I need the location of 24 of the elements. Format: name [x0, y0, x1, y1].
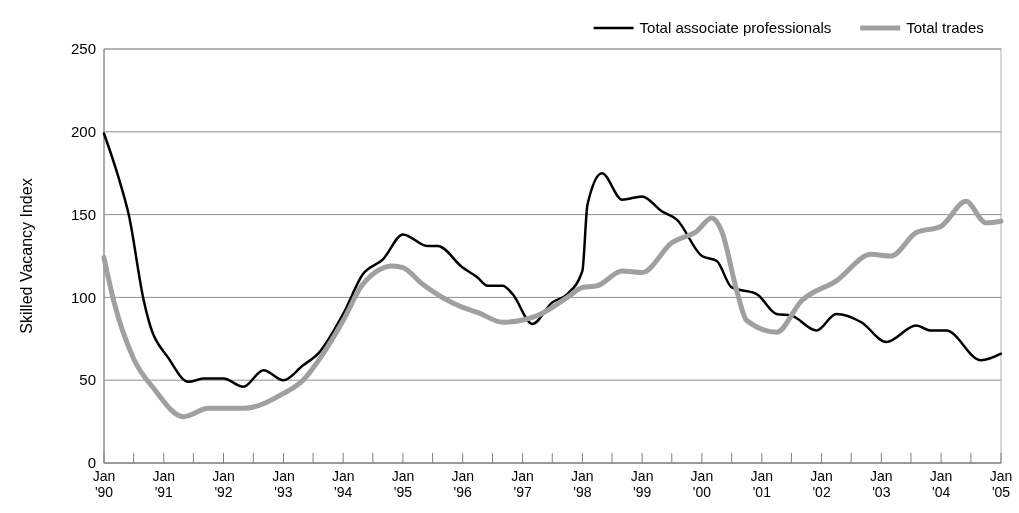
y-tick-label: 50 — [79, 371, 96, 389]
x-tick-label: Jan '97 — [511, 468, 534, 500]
x-tick-label: Jan '98 — [571, 468, 594, 500]
x-tick-label: Jan '91 — [152, 468, 176, 500]
x-tick-label: Jan '96 — [451, 468, 474, 500]
y-axis-title: Skilled Vacancy Index — [18, 178, 35, 334]
x-tick-label: Jan '05 — [989, 468, 1013, 500]
legend-label: Total trades — [906, 19, 984, 37]
line-series — [102, 132, 1003, 389]
legend-label: Total associate professionals — [639, 19, 832, 37]
x-tick-label: Jan '04 — [929, 468, 953, 500]
y-tick-label: 250 — [70, 40, 96, 58]
x-tick-label: Jan '93 — [272, 468, 295, 500]
x-tick-label: Jan '94 — [331, 468, 355, 500]
y-tick-label: 150 — [70, 205, 96, 223]
y-tick-label: 100 — [70, 288, 96, 306]
x-tick-label: Jan '03 — [870, 468, 893, 500]
y-tick-label: 200 — [70, 123, 96, 141]
x-tick-label: Jan '99 — [630, 468, 654, 500]
x-tick-label: Jan '01 — [750, 468, 774, 500]
x-tick-label: Jan '95 — [391, 468, 415, 500]
x-tick-label: Jan '02 — [810, 468, 833, 500]
x-tick-label: Jan '00 — [690, 468, 714, 500]
x-tick-label: Jan '92 — [212, 468, 235, 500]
